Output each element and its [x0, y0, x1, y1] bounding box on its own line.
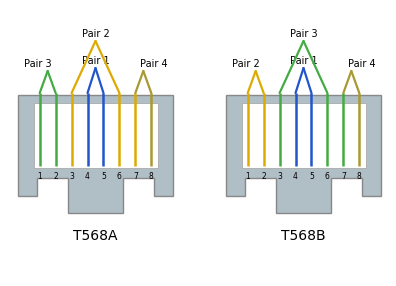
Text: 8: 8 — [149, 172, 154, 181]
Polygon shape — [226, 95, 381, 213]
Text: Pair 4: Pair 4 — [139, 59, 167, 69]
Text: 4: 4 — [293, 172, 298, 181]
Text: 6: 6 — [117, 172, 122, 181]
Text: Pair 1: Pair 1 — [290, 56, 317, 66]
Text: 6: 6 — [325, 172, 330, 181]
Text: Pair 2: Pair 2 — [232, 59, 259, 69]
Text: 5: 5 — [309, 172, 314, 181]
Text: Pair 2: Pair 2 — [82, 29, 109, 39]
Text: 7: 7 — [341, 172, 346, 181]
Text: 8: 8 — [357, 172, 362, 181]
Text: 1: 1 — [246, 172, 250, 181]
Text: 2: 2 — [261, 172, 266, 181]
Text: 2: 2 — [53, 172, 58, 181]
Bar — [34, 103, 158, 168]
Text: 5: 5 — [101, 172, 106, 181]
Text: Pair 1: Pair 1 — [82, 56, 109, 66]
Text: 4: 4 — [85, 172, 90, 181]
Text: Pair 3: Pair 3 — [24, 59, 51, 69]
Text: T568A: T568A — [73, 229, 118, 243]
Text: 3: 3 — [69, 172, 74, 181]
Bar — [242, 103, 366, 168]
Text: 3: 3 — [277, 172, 282, 181]
Text: 7: 7 — [133, 172, 138, 181]
Text: Pair 3: Pair 3 — [290, 29, 317, 39]
Text: T568B: T568B — [281, 229, 326, 243]
Text: Pair 4: Pair 4 — [348, 59, 375, 69]
Text: 1: 1 — [37, 172, 42, 181]
Polygon shape — [18, 95, 173, 213]
